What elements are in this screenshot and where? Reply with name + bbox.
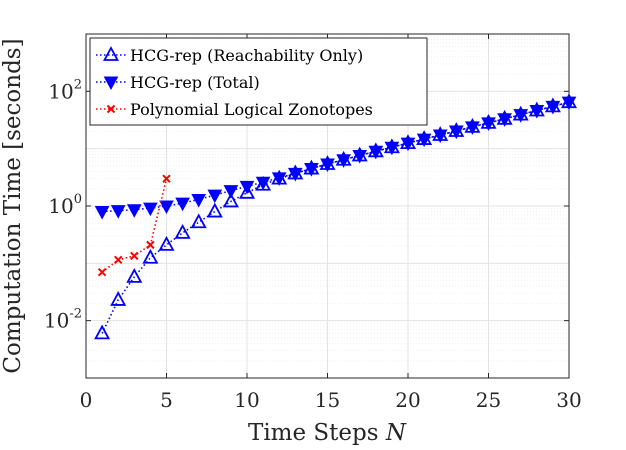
data-point xyxy=(239,180,255,195)
grid xyxy=(86,34,569,378)
data-point xyxy=(207,189,223,204)
data-point xyxy=(158,235,175,251)
data-point xyxy=(126,268,143,283)
data-point xyxy=(110,205,126,219)
data-point xyxy=(255,176,271,191)
data-point xyxy=(352,150,368,164)
x-marker-stroke xyxy=(146,240,155,250)
data-point xyxy=(206,202,223,218)
y-tick-labels: 10-2 100 102 xyxy=(44,77,82,332)
data-point xyxy=(97,268,107,277)
data-point xyxy=(545,100,561,115)
data-point xyxy=(465,121,480,135)
legend-box xyxy=(89,37,428,126)
series-3 xyxy=(97,174,171,277)
x-tick-labels: 0 5 10 15 20 25 30 xyxy=(80,388,582,412)
x-tick-label: 30 xyxy=(556,388,581,412)
x-tick-label: 15 xyxy=(315,388,340,412)
data-point xyxy=(287,167,303,182)
legend-label: Polynomial Logical Zonotopes xyxy=(130,100,373,119)
series-line xyxy=(101,178,168,273)
data-point xyxy=(222,192,239,208)
x-marker-stroke xyxy=(97,268,107,277)
y-axis-label: Computation Time [seconds] xyxy=(0,38,26,373)
x-axis-label: Time Steps N xyxy=(248,420,407,446)
legend-label: HCG-rep (Reachability Only) xyxy=(130,46,363,65)
data-point xyxy=(159,200,174,215)
x-tick-label: 25 xyxy=(476,388,501,412)
data-point xyxy=(191,193,207,208)
data-point xyxy=(497,113,512,127)
data-point xyxy=(481,117,496,131)
data-point xyxy=(304,163,319,177)
data-point xyxy=(190,213,207,229)
legend-marker xyxy=(103,76,119,91)
x-tick-label: 10 xyxy=(234,388,259,412)
data-point xyxy=(561,96,577,111)
data-point xyxy=(130,251,139,261)
x-marker-stroke xyxy=(113,255,123,265)
y-tick-label: 102 xyxy=(48,77,82,103)
data-point xyxy=(162,174,171,183)
x-marker-stroke xyxy=(162,174,171,183)
y-tick-label: 10-2 xyxy=(44,307,82,333)
data-point xyxy=(146,240,155,250)
x-marker-stroke xyxy=(106,104,116,114)
legend-item-3: Polynomial Logical Zonotopes xyxy=(96,100,373,119)
legend-marker xyxy=(102,46,120,61)
legend-label: HCG-rep (Total) xyxy=(130,73,260,92)
data-point xyxy=(110,291,127,306)
data-point xyxy=(175,197,190,212)
legend-item-2: HCG-rep (Total) xyxy=(96,73,260,92)
data-point xyxy=(529,105,545,119)
data-point xyxy=(400,137,416,152)
data-point xyxy=(271,172,287,186)
data-point xyxy=(94,324,111,340)
data-point xyxy=(320,158,335,173)
data-point xyxy=(384,141,400,156)
legend-marker xyxy=(106,104,116,114)
legend-item-1: HCG-rep (Reachability Only) xyxy=(96,46,363,65)
y-tick-label: 100 xyxy=(48,192,82,218)
data-point xyxy=(142,248,159,264)
series-layer xyxy=(94,93,578,340)
data-point xyxy=(336,154,351,168)
data-point xyxy=(174,223,191,239)
legend: HCG-rep (Reachability Only) HCG-rep (Tota… xyxy=(89,37,428,126)
x-tick-label: 5 xyxy=(160,388,173,412)
series-line xyxy=(101,101,570,334)
data-point xyxy=(94,206,110,220)
x-tick-label: 20 xyxy=(395,388,420,412)
data-point xyxy=(143,202,158,217)
data-point xyxy=(448,125,464,140)
data-point xyxy=(113,255,123,265)
data-point xyxy=(126,204,142,218)
data-point xyxy=(368,145,384,160)
data-point xyxy=(513,109,529,123)
series-2 xyxy=(94,96,577,220)
data-point xyxy=(416,133,432,148)
data-point xyxy=(432,129,448,144)
data-point xyxy=(238,183,256,199)
x-marker-stroke xyxy=(130,251,139,261)
x-tick-label: 0 xyxy=(80,388,93,412)
data-point xyxy=(223,185,239,199)
